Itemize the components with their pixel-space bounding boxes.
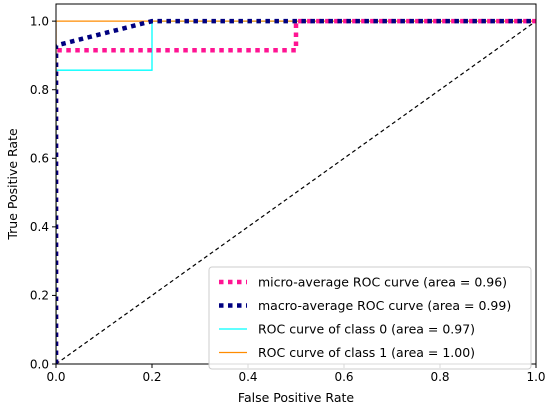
y-tick-label-3: 0.6: [30, 152, 49, 166]
legend-label-2: ROC curve of class 0 (area = 0.97): [258, 322, 475, 337]
x-axis-label: False Positive Rate: [238, 390, 354, 405]
legend-box: [208, 266, 532, 370]
x-tick-label-3: 0.6: [334, 370, 353, 384]
legend-label-3: ROC curve of class 1 (area = 1.00): [258, 345, 475, 360]
y-tick-label-1: 0.2: [30, 289, 49, 303]
x-tick-label-2: 0.4: [238, 370, 257, 384]
y-tick-label-5: 1.0: [30, 14, 49, 28]
y-axis-label: True Positive Rate: [5, 128, 20, 241]
x-tick-label-1: 0.2: [142, 370, 161, 384]
legend-label-0: micro-average ROC curve (area = 0.96): [258, 275, 507, 290]
x-tick-label-4: 0.8: [430, 370, 449, 384]
series-layer: [56, 18, 536, 364]
legend: micro-average ROC curve (area = 0.96) mac…: [208, 266, 532, 370]
chance-diagonal-line: [56, 20, 536, 364]
legend-label-1: macro-average ROC curve (area = 0.99): [258, 298, 511, 313]
x-tick-label-5: 1.0: [526, 370, 545, 384]
y-tick-label-2: 0.4: [30, 220, 49, 234]
axes-layer: 0.0 0.2 0.4 0.6 0.8 1.0 0.0 0.2 0.4 0.6 0.8 1.0 Fals…: [5, 3, 546, 405]
x-tick-label-0: 0.0: [46, 370, 65, 384]
y-tick-label-4: 0.8: [30, 83, 49, 97]
y-tick-label-0: 0.0: [30, 357, 49, 371]
